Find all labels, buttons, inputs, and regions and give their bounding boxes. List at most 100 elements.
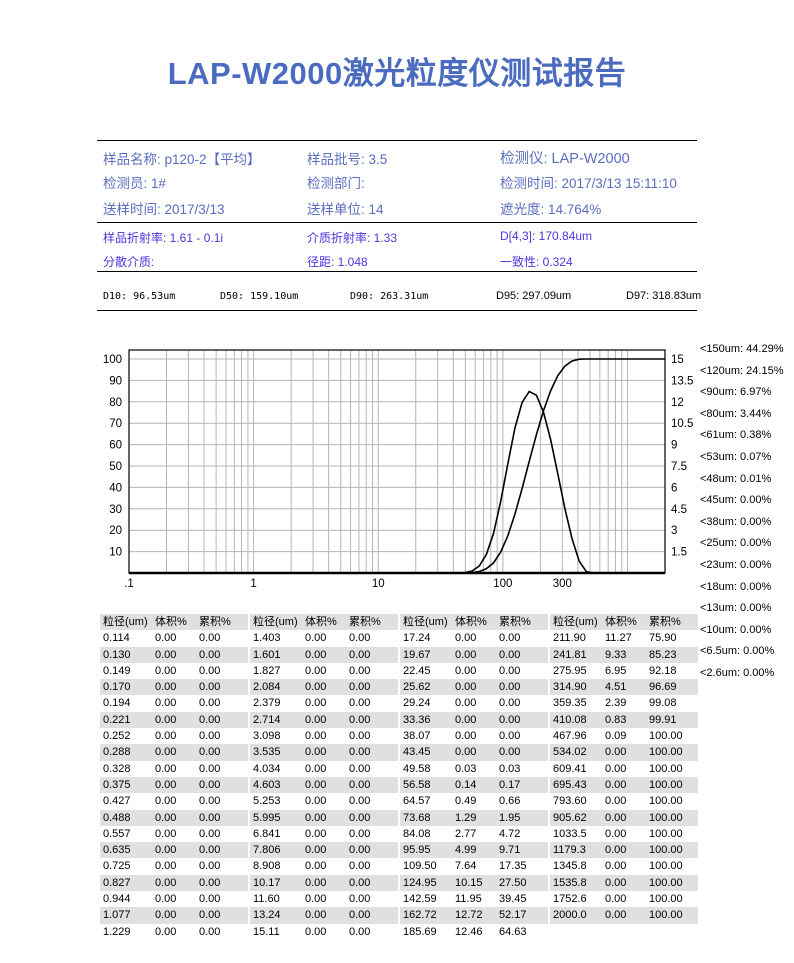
volume-cell: 0.00 <box>305 713 327 726</box>
size-cell: 29.24 <box>403 697 431 710</box>
table-row: 0.725 0.00 0.00 <box>100 858 248 874</box>
right-y-tick-label: 10.5 <box>671 418 693 430</box>
left-y-tick-label: 10 <box>109 547 122 559</box>
volume-cell: 0.00 <box>155 795 177 808</box>
table-row: 0.944 0.00 0.00 <box>100 891 248 907</box>
volume-cell: 0.00 <box>305 632 327 645</box>
left-y-tick-label: 20 <box>109 525 122 537</box>
column-header: 体积% <box>155 616 187 628</box>
cumulative-cell: 75.90 <box>649 632 677 645</box>
legend-item: <23um: 0.00% <box>700 559 772 571</box>
volume-cell: 0.00 <box>155 778 177 791</box>
cumulative-cell: 99.08 <box>649 697 677 710</box>
cumulative-cell: 0.00 <box>349 811 371 824</box>
table-row: 1535.8 0.00 100.00 <box>550 874 698 892</box>
volume-cell: 0.00 <box>155 925 177 938</box>
size-cell: 0.427 <box>103 795 131 808</box>
table-header: 粒径(um) 体积% 累积% <box>250 614 398 631</box>
table-row: 1752.6 0.00 100.00 <box>550 891 698 907</box>
table-row: 43.45 0.00 0.00 <box>400 744 548 761</box>
size-cell: 467.96 <box>553 730 587 743</box>
table-header: 粒径(um) 体积% 累积% <box>100 614 248 631</box>
size-cell: 22.45 <box>403 664 431 677</box>
size-table: 粒径(um) 体积% 累积% 1.403 0.00 0.00 1.601 0.00 0.00 1.… <box>250 614 398 940</box>
cumulative-cell: 92.18 <box>649 664 677 677</box>
size-table: 粒径(um) 体积% 累积% 211.90 11.27 75.90 241.81 9.33 85… <box>550 614 698 924</box>
size-cell: 142.59 <box>403 893 437 906</box>
size-cell: 275.95 <box>553 664 587 677</box>
volume-cell: 0.00 <box>605 860 627 873</box>
d97-value: D97: 318.83um <box>626 290 702 302</box>
left-y-tick-label: 90 <box>109 375 122 387</box>
table-row: 1.827 0.00 0.00 <box>250 663 398 679</box>
cumulative-cell: 0.00 <box>349 795 371 808</box>
volume-cell: 0.00 <box>155 664 177 677</box>
size-cell: 17.24 <box>403 632 431 645</box>
size-cell: 49.58 <box>403 762 431 775</box>
table-row: 0.288 0.00 0.00 <box>100 744 248 761</box>
volume-cell: 0.00 <box>455 648 477 661</box>
table-row: 0.221 0.00 0.00 <box>100 711 248 729</box>
volume-cell: 0.00 <box>155 844 177 857</box>
column-header: 体积% <box>605 616 637 628</box>
size-cell: 38.07 <box>403 730 431 743</box>
table-row: 29.24 0.00 0.00 <box>400 695 548 711</box>
table-row: 2.714 0.00 0.00 <box>250 711 398 729</box>
size-cell: 11.60 <box>253 893 280 906</box>
cumulative-cell: 0.00 <box>199 811 221 824</box>
cumulative-cell: 100.00 <box>649 876 683 889</box>
size-cell: 0.194 <box>103 697 131 710</box>
cumulative-cell: 0.00 <box>199 762 221 775</box>
size-cell: 1535.8 <box>553 876 587 889</box>
size-cell: 0.944 <box>103 893 131 906</box>
cumulative-cell: 0.00 <box>199 795 221 808</box>
table-row: 0.827 0.00 0.00 <box>100 874 248 892</box>
left-y-tick-label: 30 <box>109 504 122 516</box>
size-cell: 5.995 <box>253 811 281 824</box>
volume-cell: 0.00 <box>305 746 327 759</box>
table-row: 19.67 0.00 0.00 <box>400 646 548 663</box>
cumulative-cell: 0.00 <box>349 925 371 938</box>
column-header: 体积% <box>455 616 487 628</box>
size-cell: 1179.3 <box>553 844 586 857</box>
table-row: 0.488 0.00 0.00 <box>100 809 248 826</box>
volume-cell: 0.00 <box>155 746 177 759</box>
volume-cell: 0.00 <box>305 827 327 840</box>
cumulative-cell: 0.00 <box>199 730 221 743</box>
volume-cell: 0.49 <box>455 795 477 808</box>
table-row: 2.379 0.00 0.00 <box>250 695 398 711</box>
legend-item: <120um: 24.15% <box>700 364 784 377</box>
volume-cell: 0.00 <box>605 876 627 889</box>
cumulative-cell: 0.00 <box>349 664 371 677</box>
cumulative-cell: 0.00 <box>199 893 221 906</box>
legend-item: <6.5um: 0.00% <box>700 645 775 658</box>
volume-cell: 0.00 <box>155 632 177 645</box>
volume-cell: 0.00 <box>605 893 627 906</box>
cumulative-cell: 100.00 <box>649 860 683 873</box>
column-header: 体积% <box>305 616 337 628</box>
cumulative-cell: 0.00 <box>499 681 521 694</box>
cumulative-cell: 4.72 <box>499 827 521 840</box>
particle-size-chart: 10 20 30 40 50 60 70 80 90 100 1.5 3 4.5 6 7.5 9 10.5 12 1… <box>103 349 693 590</box>
table-row: 4.603 0.00 0.00 <box>250 776 398 794</box>
size-cell: 609.41 <box>553 762 587 775</box>
sample-refractive-index: 样品折射率: 1.61 - 0.1i <box>103 231 224 245</box>
size-cell: 7.806 <box>253 844 281 857</box>
cumulative-cell: 0.00 <box>499 746 521 759</box>
d10-value: D10: 96.53um <box>103 291 176 302</box>
cumulative-cell: 100.00 <box>649 811 683 824</box>
column-header: 粒径(um) <box>103 616 148 628</box>
size-cell: 1.077 <box>103 909 131 922</box>
size-cell: 0.170 <box>103 681 131 694</box>
volume-cell: 2.77 <box>455 827 477 840</box>
table-row: 1.077 0.00 0.00 <box>100 907 248 924</box>
cumulative-cell: 0.00 <box>199 664 221 677</box>
left-y-tick-label: 40 <box>109 482 122 494</box>
table-row: 1.601 0.00 0.00 <box>250 646 398 663</box>
table-row: 4.034 0.00 0.00 <box>250 761 398 777</box>
cumulative-cell: 100.00 <box>649 909 683 922</box>
department: 检测部门: <box>307 176 365 191</box>
size-cell: 1752.6 <box>553 893 587 906</box>
volume-cell: 0.09 <box>605 730 627 743</box>
size-cell: 0.635 <box>103 844 131 857</box>
